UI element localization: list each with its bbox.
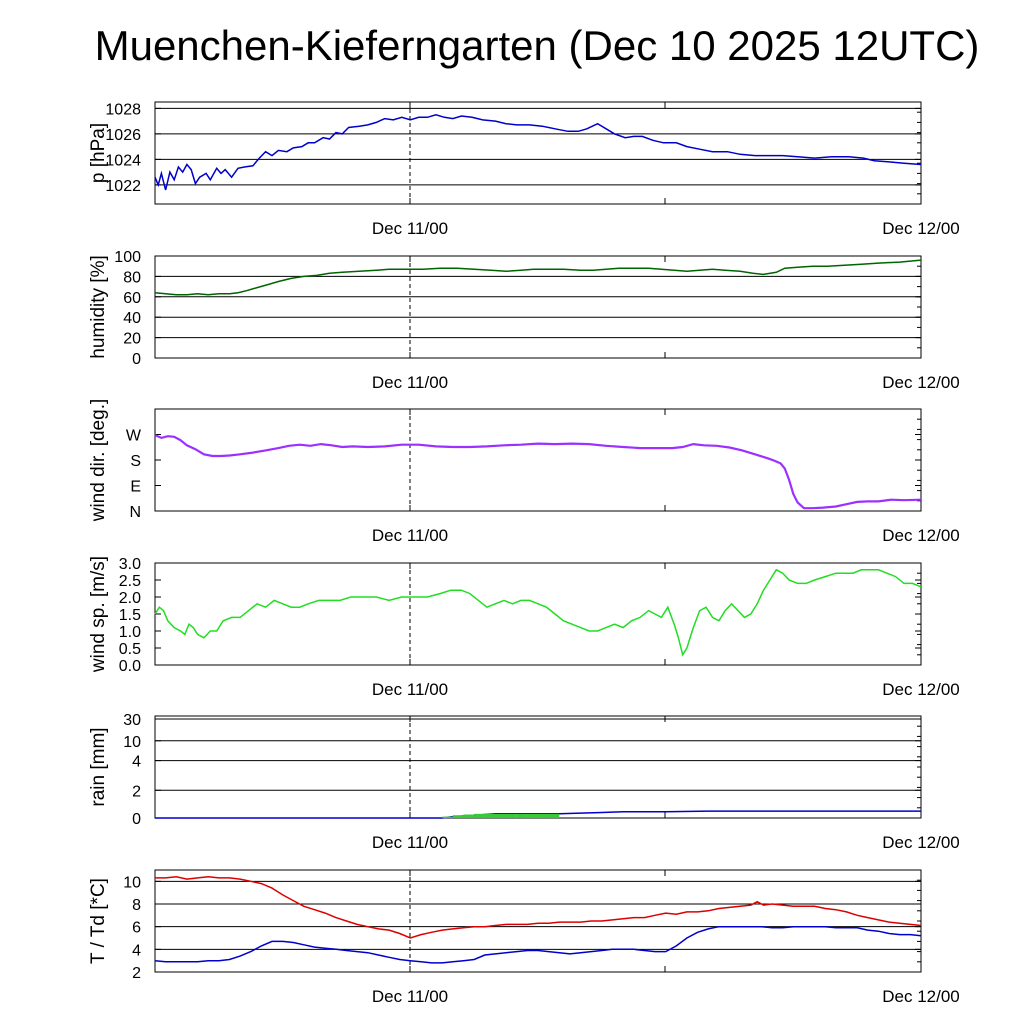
series-line-temperature (154, 925, 922, 964)
rain-bar (484, 813, 496, 818)
ytick-label-wind_speed: 1.5 (119, 607, 141, 624)
ytick-label-pressure: 1022 (105, 178, 141, 195)
xtick-label-pressure: Dec 11/00 (372, 219, 448, 238)
rain-bar (516, 813, 528, 818)
ytick-label-rain: 10 (123, 734, 141, 751)
xtick-label-humidity: Dec 12/00 (882, 373, 960, 392)
ytick-label-wind_speed: 3.0 (119, 556, 141, 573)
ytick-label-wind_direction: N (129, 504, 141, 521)
xtick-label-wind_direction: Dec 11/00 (372, 526, 448, 545)
ytick-label-wind_speed: 0.0 (119, 658, 141, 675)
series-line-wind_direction (154, 434, 922, 510)
ylabel-temperature: T / Td [*C] (88, 878, 109, 964)
panel-frame-temperature (154, 869, 922, 973)
rain-bar (548, 813, 560, 818)
ytick-label-humidity: 100 (114, 249, 141, 266)
rain-bar (506, 813, 517, 818)
xtick-label-temperature: Dec 12/00 (882, 987, 960, 1006)
ytick-label-rain: 0 (132, 811, 141, 828)
ytick-label-rain: 4 (132, 754, 141, 771)
ytick-label-wind_speed: 2.0 (119, 590, 141, 607)
xtick-label-temperature: Dec 11/00 (372, 987, 448, 1006)
xtick-label-wind_speed: Dec 11/00 (372, 680, 448, 699)
ytick-label-pressure: 1026 (105, 127, 141, 144)
ytick-label-rain: 30 (123, 712, 141, 729)
ytick-label-humidity: 60 (123, 290, 141, 307)
ytick-label-temperature: 4 (132, 942, 141, 959)
xtick-label-rain: Dec 12/00 (882, 833, 960, 852)
panel-frame-humidity (154, 255, 922, 359)
series-line-temperature (155, 876, 922, 939)
ytick-label-rain: 2 (132, 783, 141, 800)
xtick-label-wind_speed: Dec 12/00 (882, 680, 960, 699)
ylabel-pressure: p [hPa] (88, 123, 109, 183)
rain-bar (442, 816, 453, 818)
panel-frame-wind_speed (154, 562, 922, 666)
ytick-label-temperature: 6 (132, 920, 141, 937)
ytick-label-humidity: 40 (123, 310, 141, 327)
rain-bar (495, 813, 507, 818)
ytick-label-wind_direction: S (130, 453, 141, 470)
panel-frame-wind_direction (154, 408, 922, 512)
rain-bar (538, 813, 549, 818)
ytick-label-wind_direction: E (130, 479, 141, 496)
ytick-label-humidity: 0 (132, 351, 141, 368)
ytick-label-humidity: 80 (123, 269, 141, 286)
ytick-label-wind_speed: 1.0 (119, 624, 141, 641)
chart-title: Muenchen-Kieferngarten (Dec 10 2025 12UT… (94, 22, 980, 69)
xtick-label-wind_direction: Dec 12/00 (882, 526, 960, 545)
series-line-wind_speed (154, 568, 922, 657)
ytick-label-humidity: 20 (123, 331, 141, 348)
ytick-label-temperature: 8 (132, 897, 141, 914)
ytick-label-wind_speed: 0.5 (119, 641, 141, 658)
panel-frame-rain (154, 715, 922, 819)
ylabel-rain: rain [mm] (88, 727, 109, 806)
ytick-label-wind_direction: W (126, 428, 142, 445)
ylabel-wind_speed: wind sp. [m/s] (88, 556, 109, 673)
ytick-label-pressure: 1028 (105, 101, 141, 118)
series-line-humidity (154, 259, 922, 296)
series-line-pressure (154, 114, 922, 191)
ylabel-wind_direction: wind dir. [deg.] (88, 399, 109, 523)
ytick-label-temperature: 2 (132, 965, 141, 982)
ytick-label-pressure: 1024 (105, 152, 141, 169)
xtick-label-humidity: Dec 11/00 (372, 373, 448, 392)
ylabel-humidity: humidity [%] (88, 255, 109, 358)
rain-bar (452, 815, 464, 818)
xtick-label-pressure: Dec 12/00 (882, 219, 960, 238)
panel-frame-pressure (154, 101, 922, 205)
xtick-label-rain: Dec 11/00 (372, 833, 448, 852)
ytick-label-temperature: 10 (123, 874, 141, 891)
ytick-label-wind_speed: 2.5 (119, 573, 141, 590)
rain-bar (474, 813, 485, 818)
rain-bar (463, 814, 475, 818)
rain-bar (527, 813, 538, 818)
